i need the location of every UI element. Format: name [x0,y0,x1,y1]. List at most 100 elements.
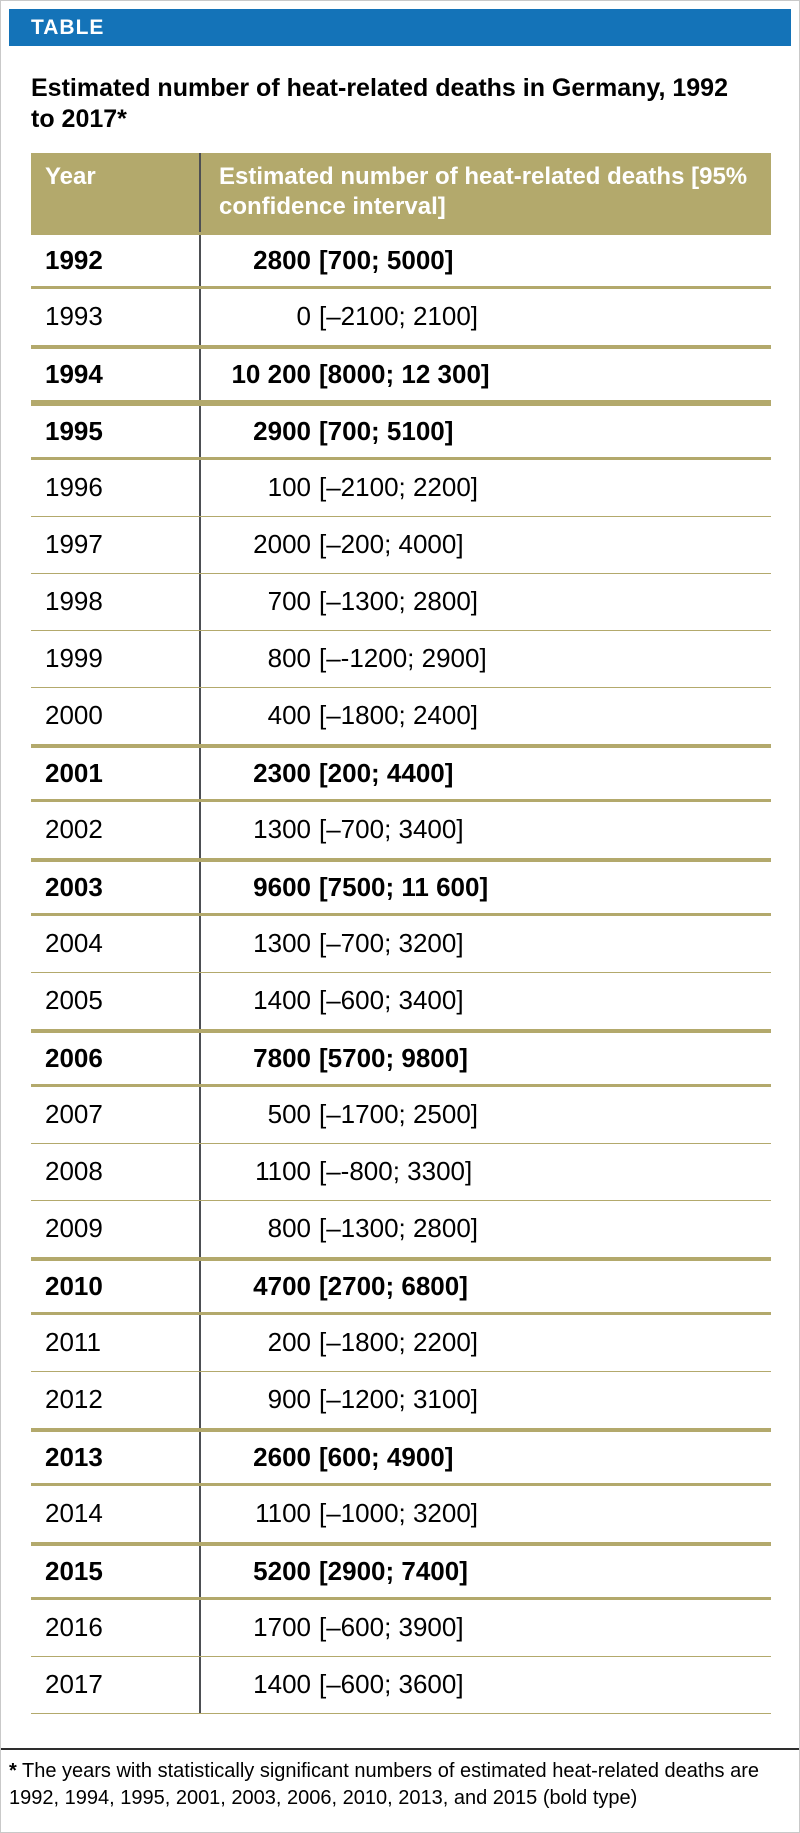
year-cell: 2001 [45,757,103,788]
confidence-interval: [600; 4900] [319,1441,454,1472]
value-cell: 800 [–1300; 2800] [199,1200,771,1257]
footnote-divider [1,1747,799,1750]
estimate-value: 2800 [253,244,311,275]
table-row: 2004 1300 [–700; 3200] [31,915,771,973]
estimate-value: 100 [267,472,311,503]
estimate-value: 9600 [253,871,311,902]
table-row: 2008 1100 [–-800; 3300] [31,1143,771,1201]
table-header-row: Year Estimated number of heat-related de… [31,153,771,232]
footnote-marker: * [9,1759,17,1782]
table-row: 2000 400 [–1800; 2400] [31,687,771,745]
year-cell: 1993 [45,301,103,332]
confidence-interval: [–1300; 2800] [319,1213,479,1244]
year-cell: 2005 [45,985,103,1016]
value-cell: 1300 [–700; 3400] [199,801,771,858]
table-row: 2016 1700 [–600; 3900] [31,1599,771,1657]
year-cell: 2003 [45,871,103,902]
confidence-interval: [200; 4400] [319,757,454,788]
value-cell: 5200 [2900; 7400] [199,1545,771,1597]
confidence-interval: [700; 5000] [319,244,454,275]
year-cell: 1997 [45,529,103,560]
value-cell: 9600 [7500; 11 600] [199,861,771,913]
footnote: * The years with statistically significa… [1,1750,791,1812]
confidence-interval: [–1700; 2500] [319,1099,479,1130]
estimate-value: 1400 [253,985,311,1016]
year-cell: 1992 [45,244,103,275]
confidence-interval: [–600; 3900] [319,1612,464,1643]
estimate-value: 2600 [253,1441,311,1472]
estimate-value: 700 [267,586,311,617]
year-cell: 2009 [45,1213,103,1244]
value-cell: 1700 [–600; 3900] [199,1599,771,1656]
confidence-interval: [–-1200; 2900] [319,643,487,674]
year-cell: 1994 [45,358,103,389]
table-row: 2002 1300 [–700; 3400] [31,801,771,859]
value-cell: 1100 [–-800; 3300] [199,1143,771,1200]
value-cell: 4700 [2700; 6800] [199,1260,771,1312]
table-tag-bar: TABLE [9,9,791,46]
value-column-header: Estimated number of heat-related deaths … [199,153,771,232]
year-cell: 1995 [45,415,103,446]
estimate-value: 2000 [253,529,311,560]
estimate-value: 0 [296,301,311,332]
value-cell: 2900 [700; 5100] [199,405,771,457]
confidence-interval: [–2100; 2100] [319,301,479,332]
estimate-value: 800 [267,1213,311,1244]
confidence-interval: [–700; 3400] [319,814,464,845]
year-column-header: Year [45,163,96,190]
year-cell: 2015 [45,1555,103,1586]
year-cell: 2011 [45,1327,101,1358]
confidence-interval: [7500; 11 600] [319,871,489,902]
confidence-interval: [–600; 3600] [319,1669,464,1700]
estimate-value: 5200 [253,1555,311,1586]
value-cell: 10 200 [8000; 12 300] [199,348,771,400]
confidence-interval: [–200; 4000] [319,529,464,560]
confidence-interval: [5700; 9800] [319,1042,468,1073]
estimate-value: 1400 [253,1669,311,1700]
confidence-interval: [–1800; 2200] [319,1327,479,1358]
confidence-interval: [–1300; 2800] [319,586,479,617]
value-cell: 1100 [–1000; 3200] [199,1485,771,1542]
estimate-value: 2900 [253,415,311,446]
estimate-value: 1100 [255,1498,311,1529]
value-cell: 700 [–1300; 2800] [199,573,771,630]
value-cell: 0 [–2100; 2100] [199,288,771,345]
table-row: 2017 1400 [–600; 3600] [31,1656,771,1714]
value-cell: 2600 [600; 4900] [199,1431,771,1483]
year-cell: 2012 [45,1384,103,1415]
confidence-interval: [700; 5100] [319,415,454,446]
value-cell: 2300 [200; 4400] [199,747,771,799]
value-cell: 1400 [–600; 3400] [199,972,771,1029]
confidence-interval: [–700; 3200] [319,928,464,959]
table-row: 1992 2800 [700; 5000] [31,231,771,289]
table-row: 1999 800 [–-1200; 2900] [31,630,771,688]
estimate-value: 500 [267,1099,311,1130]
estimate-value: 10 200 [231,358,311,389]
year-cell: 1999 [45,643,103,674]
table-row: 2005 1400 [–600; 3400] [31,972,771,1030]
year-cell: 2014 [45,1498,103,1529]
value-cell: 2000 [–200; 4000] [199,516,771,573]
year-cell: 1998 [45,586,103,617]
year-cell: 2002 [45,814,103,845]
table-row: 2003 9600 [7500; 11 600] [31,858,771,916]
confidence-interval: [–-800; 3300] [319,1156,473,1187]
confidence-interval: [–1800; 2400] [319,700,479,731]
estimate-value: 1700 [253,1612,311,1643]
value-cell: 2800 [700; 5000] [199,234,771,286]
confidence-interval: [2900; 7400] [319,1555,468,1586]
year-cell: 2017 [45,1669,103,1700]
value-cell: 400 [–1800; 2400] [199,687,771,744]
value-cell: 800 [–-1200; 2900] [199,630,771,687]
footnote-text: The years with statistically significant… [9,1759,760,1809]
estimate-value: 200 [267,1327,311,1358]
confidence-interval: [–1200; 3100] [319,1384,479,1415]
year-cell: 2008 [45,1156,103,1187]
estimate-value: 2300 [253,757,311,788]
data-table: Year Estimated number of heat-related de… [31,153,771,1714]
year-cell: 1996 [45,472,103,503]
confidence-interval: [2700; 6800] [319,1270,468,1301]
year-cell: 2016 [45,1612,103,1643]
confidence-interval: [–600; 3400] [319,985,464,1016]
